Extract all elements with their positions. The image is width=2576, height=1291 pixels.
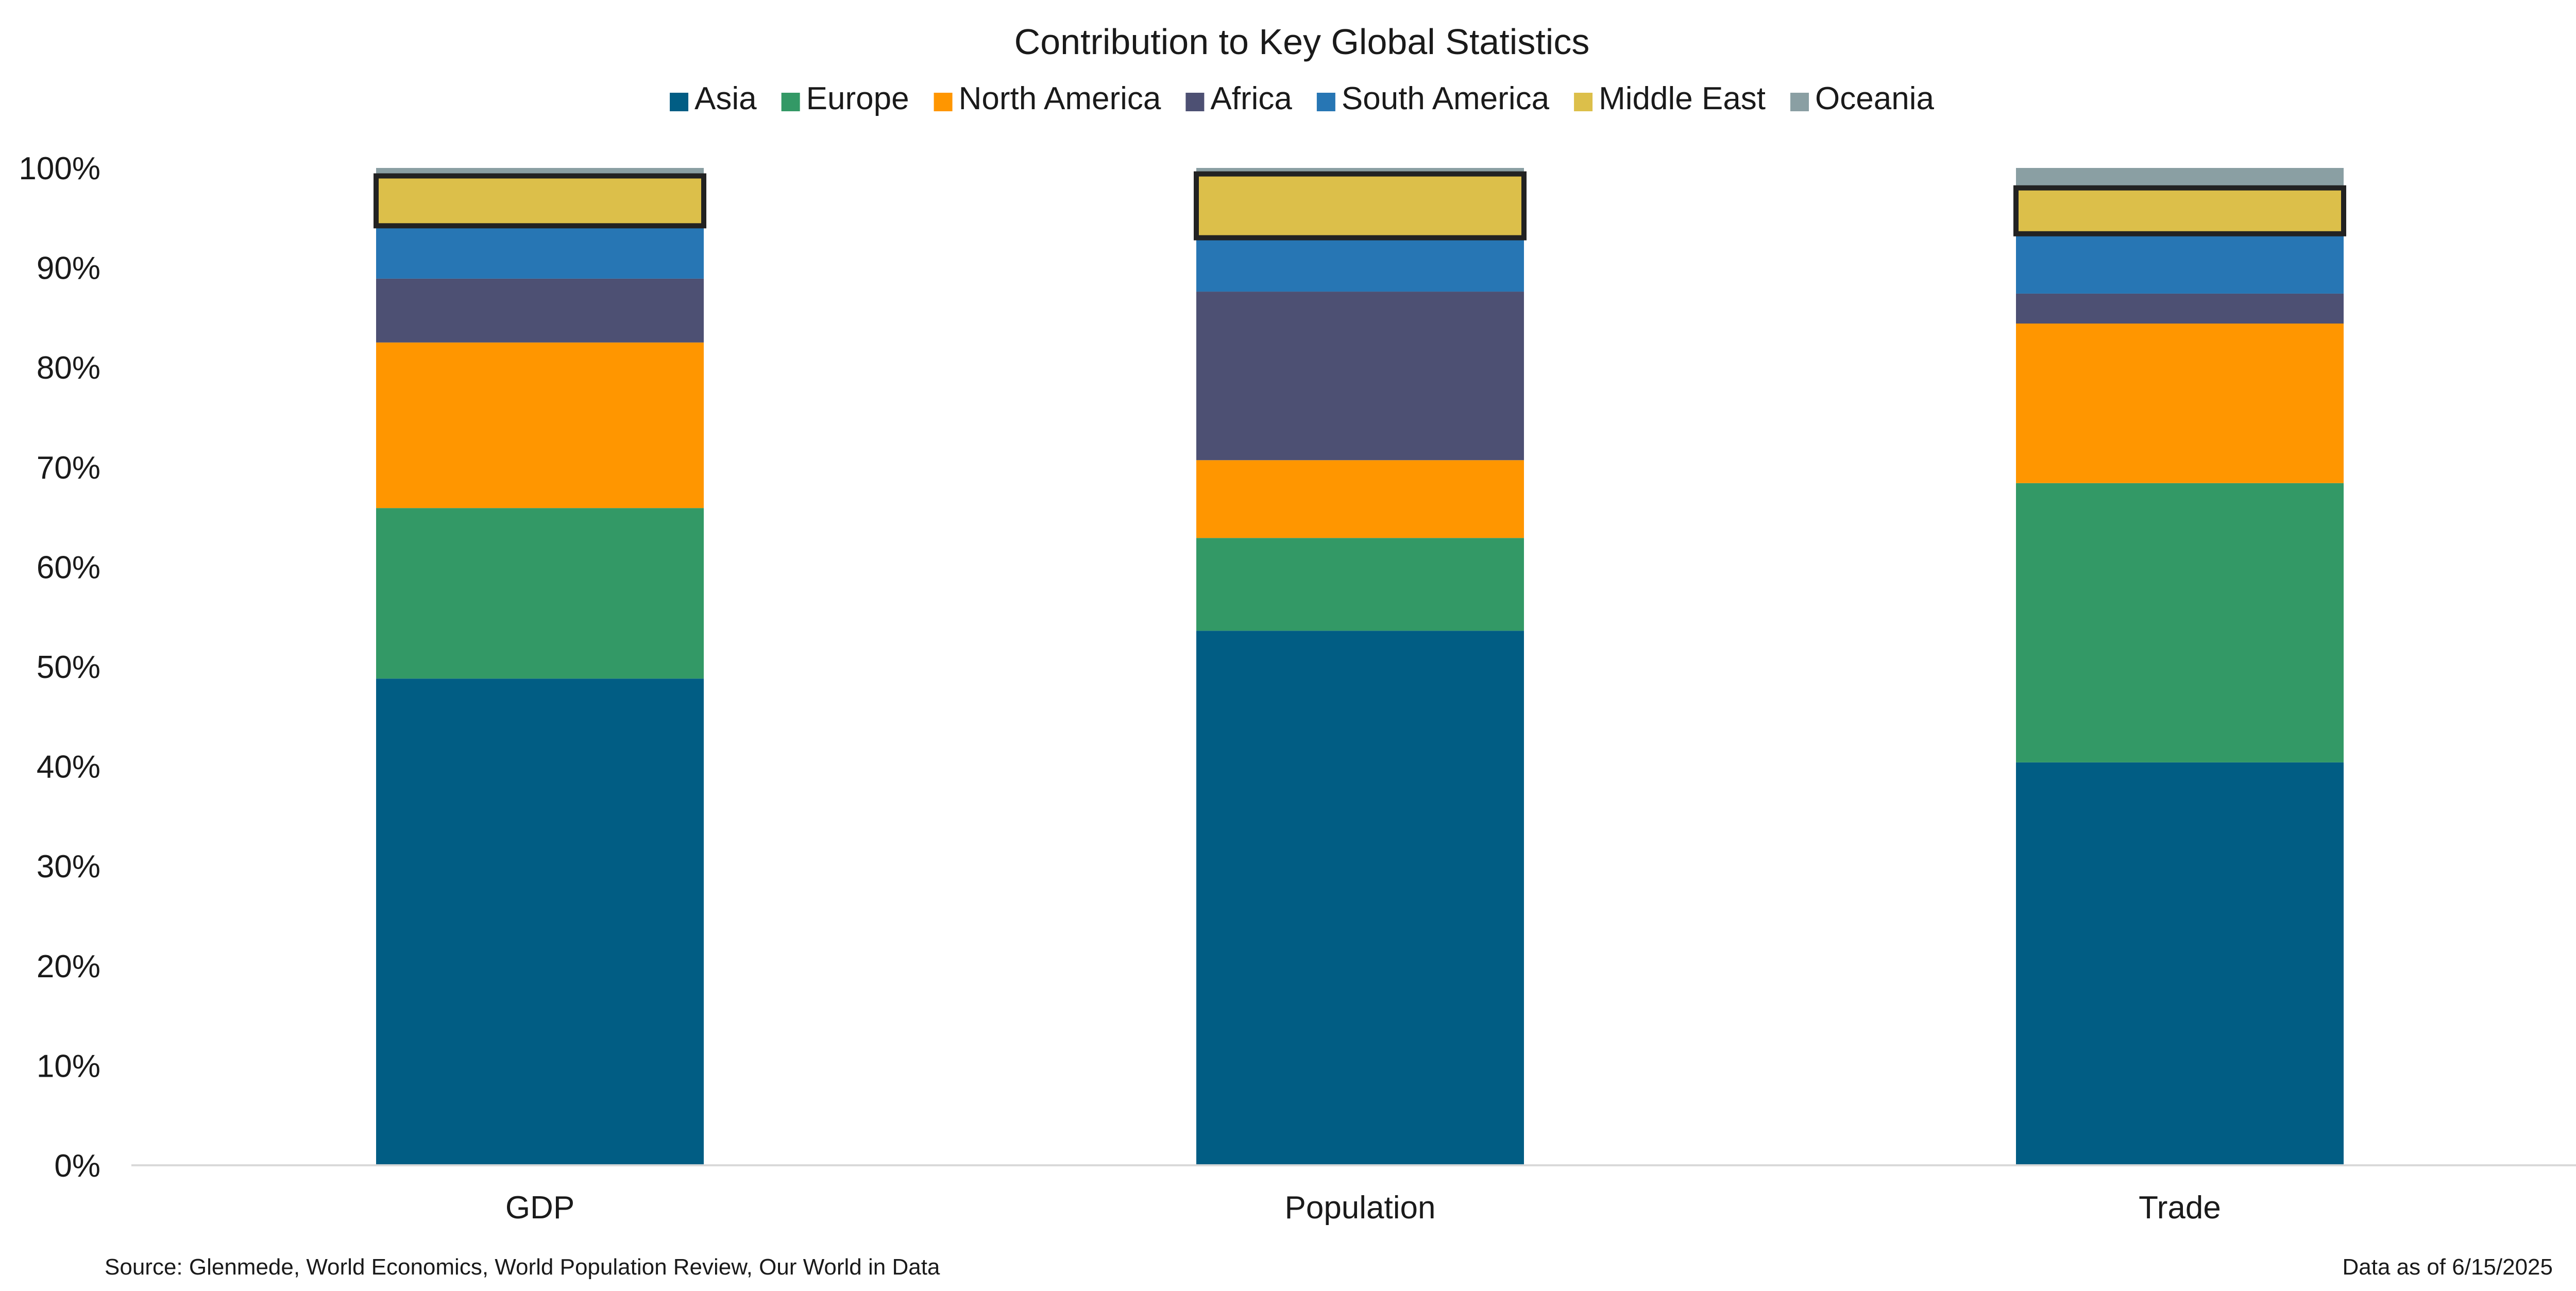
legend-swatch-europe bbox=[781, 93, 800, 111]
bar-gdp-south-america bbox=[376, 226, 704, 279]
highlight-box-trade bbox=[2013, 185, 2346, 236]
legend-label-middle-east: Middle East bbox=[1599, 81, 1766, 116]
legend-item-oceania: Oceania bbox=[1790, 81, 1934, 116]
legend-label-asia: Asia bbox=[694, 81, 757, 116]
legend-item-south-america: South America bbox=[1316, 81, 1550, 116]
y-tick-label-100: 100% bbox=[19, 151, 100, 186]
y-tick-label-70: 70% bbox=[37, 450, 100, 486]
bars bbox=[376, 168, 2344, 1165]
y-tick-label-90: 90% bbox=[37, 251, 100, 286]
source-note: Source: Glenmede, World Economics, World… bbox=[105, 1254, 940, 1280]
bar-trade-middle-east bbox=[2016, 188, 2344, 234]
legend-swatch-asia bbox=[670, 93, 689, 111]
bar-population-middle-east bbox=[1196, 174, 1524, 238]
legend-item-africa: Africa bbox=[1185, 81, 1292, 116]
bar-population-africa bbox=[1196, 292, 1524, 461]
bar-trade-africa bbox=[2016, 293, 2344, 324]
bar-gdp-africa bbox=[376, 278, 704, 343]
legend-swatch-oceania bbox=[1790, 93, 1809, 111]
bar-gdp-middle-east bbox=[376, 176, 704, 226]
y-tick-label-40: 40% bbox=[37, 750, 100, 785]
legend-swatch-middle-east bbox=[1574, 93, 1593, 111]
bar-trade-north-america bbox=[2016, 324, 2344, 483]
bar-population-north-america bbox=[1196, 460, 1524, 538]
y-tick-label-80: 80% bbox=[37, 350, 100, 386]
legend-item-asia: Asia bbox=[670, 81, 757, 116]
x-tick-label-population: Population bbox=[1284, 1190, 1435, 1226]
bar-trade-asia bbox=[2016, 762, 2344, 1165]
bar-gdp-asia bbox=[376, 678, 704, 1165]
chart-title: Contribution to Key Global Statistics bbox=[1014, 22, 1590, 62]
legend-label-south-america: South America bbox=[1342, 81, 1550, 116]
date-note: Data as of 6/15/2025 bbox=[2342, 1254, 2553, 1280]
y-tick-label-10: 10% bbox=[37, 1048, 100, 1084]
legend-label-africa: Africa bbox=[1210, 81, 1292, 116]
legend-swatch-africa bbox=[1185, 93, 1205, 111]
bar-trade-oceania bbox=[2016, 168, 2344, 188]
x-tick-label-gdp: GDP bbox=[505, 1190, 574, 1226]
bar-gdp-europe bbox=[376, 508, 704, 679]
bar-population-south-america bbox=[1196, 237, 1524, 292]
legend-label-europe: Europe bbox=[806, 81, 909, 116]
bar-gdp-north-america bbox=[376, 342, 704, 508]
x-axis: GDP Population Trade bbox=[505, 1190, 2221, 1226]
highlight-box-gdp bbox=[374, 173, 706, 229]
legend-label-north-america: North America bbox=[959, 81, 1161, 116]
legend: Asia Europe North America Africa South Ameri… bbox=[670, 81, 1934, 116]
bar-population-oceania bbox=[1196, 168, 1524, 174]
legend-swatch-south-america bbox=[1316, 93, 1335, 111]
legend-item-north-america: North America bbox=[934, 81, 1161, 116]
bar-trade-europe bbox=[2016, 483, 2344, 762]
y-tick-label-30: 30% bbox=[37, 849, 100, 885]
y-tick-label-50: 50% bbox=[37, 650, 100, 685]
x-tick-label-trade: Trade bbox=[2139, 1190, 2221, 1226]
legend-swatch-north-america bbox=[934, 93, 953, 111]
legend-item-europe: Europe bbox=[781, 81, 909, 116]
bar-trade-south-america bbox=[2016, 233, 2344, 294]
y-tick-label-60: 60% bbox=[37, 550, 100, 585]
bar-population-europe bbox=[1196, 538, 1524, 631]
y-tick-label-20: 20% bbox=[37, 949, 100, 984]
highlight-boxes bbox=[374, 171, 2346, 241]
y-axis: 0% 10% 20% 30% 40% 50% 60% 70% 80% 90% 100% bbox=[19, 151, 100, 1184]
y-tick-label-0: 0% bbox=[54, 1148, 100, 1184]
bar-population-asia bbox=[1196, 631, 1524, 1165]
highlight-box-population bbox=[1194, 171, 1527, 241]
legend-item-middle-east: Middle East bbox=[1574, 81, 1766, 116]
legend-label-oceania: Oceania bbox=[1815, 81, 1934, 116]
